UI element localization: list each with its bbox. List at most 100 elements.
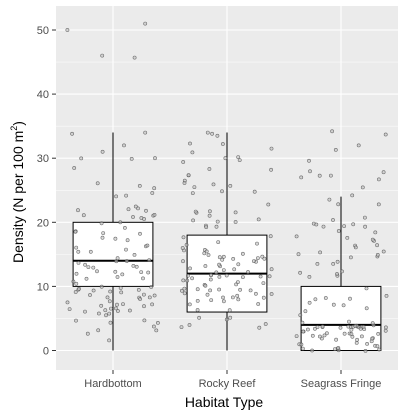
data-point [317, 173, 322, 178]
data-point [315, 261, 320, 266]
data-point [96, 328, 101, 333]
data-point [210, 131, 215, 136]
data-point [221, 299, 226, 304]
data-point [138, 231, 142, 236]
data-point [127, 308, 132, 313]
data-point [347, 319, 351, 324]
data-point [155, 320, 160, 325]
data-point [268, 234, 273, 239]
data-point [76, 249, 81, 254]
data-point [147, 258, 152, 263]
data-point [99, 284, 104, 289]
jitter-points-layer [65, 21, 389, 353]
data-point [301, 329, 306, 334]
data-point [188, 266, 192, 271]
data-point [124, 259, 129, 263]
data-point [195, 287, 200, 292]
data-point [126, 207, 131, 212]
data-point [375, 243, 380, 248]
data-point [381, 249, 386, 254]
data-point [370, 336, 375, 341]
data-point [138, 297, 143, 301]
data-point [137, 183, 142, 188]
data-point [152, 293, 157, 298]
data-point [336, 229, 341, 233]
data-point [307, 158, 311, 163]
data-point [217, 262, 222, 267]
data-point [184, 242, 189, 247]
data-point [353, 245, 358, 250]
data-point [312, 326, 317, 331]
data-point [214, 270, 219, 275]
data-point [83, 309, 87, 314]
data-point [114, 194, 119, 199]
data-point [182, 291, 187, 296]
data-point [335, 259, 340, 264]
data-point [330, 129, 335, 134]
data-point [358, 326, 363, 331]
data-point [236, 297, 241, 302]
data-point [99, 221, 104, 226]
data-point [235, 280, 240, 285]
data-point [195, 308, 200, 312]
data-point [261, 295, 266, 300]
x-tick-label: Rocky Reef [199, 378, 257, 390]
data-point [300, 320, 305, 325]
data-point [182, 181, 187, 185]
data-point [321, 224, 326, 229]
data-point [359, 334, 364, 339]
data-point [381, 170, 386, 175]
data-point [146, 270, 151, 275]
data-point [377, 347, 382, 352]
data-point [113, 269, 118, 274]
data-point [181, 235, 186, 240]
points-hardbottom [65, 21, 160, 343]
data-point [179, 288, 184, 293]
data-point [205, 292, 210, 297]
data-point [383, 328, 388, 333]
data-point [360, 185, 365, 190]
data-point [132, 252, 137, 257]
data-point [308, 169, 312, 174]
data-point [255, 256, 260, 261]
data-point [313, 297, 318, 302]
data-point [300, 346, 305, 351]
data-point [263, 322, 268, 326]
y-tick-label: 50 [37, 25, 49, 37]
data-point [221, 254, 226, 259]
box-iqr [72, 221, 154, 287]
data-point [375, 344, 380, 349]
data-point [334, 337, 339, 342]
data-point [305, 327, 310, 332]
data-point [251, 259, 256, 264]
data-point [187, 323, 192, 327]
y-axis-title-superscript: 2 [9, 126, 19, 131]
y-tick-label: 40 [37, 89, 49, 101]
data-point [95, 181, 100, 186]
data-point [348, 296, 352, 301]
data-point [303, 309, 308, 314]
data-point [253, 291, 258, 296]
data-point [338, 325, 343, 330]
data-point [141, 292, 146, 297]
data-point [255, 241, 259, 246]
data-point [345, 235, 350, 240]
data-point [154, 328, 159, 333]
data-point [147, 295, 152, 300]
data-point [220, 189, 224, 194]
data-point [185, 273, 190, 278]
data-point [120, 272, 125, 277]
data-point [238, 287, 243, 292]
y-axis-title-main: Density (N per 100 m [10, 131, 26, 263]
data-point [333, 147, 338, 152]
data-point [72, 166, 77, 170]
data-point [131, 263, 136, 268]
data-point [230, 295, 235, 300]
data-point [314, 222, 319, 227]
data-point [298, 270, 303, 275]
data-point [181, 259, 185, 264]
data-point [129, 156, 134, 161]
data-point [150, 191, 155, 195]
data-point [123, 225, 127, 230]
data-point [310, 348, 315, 353]
